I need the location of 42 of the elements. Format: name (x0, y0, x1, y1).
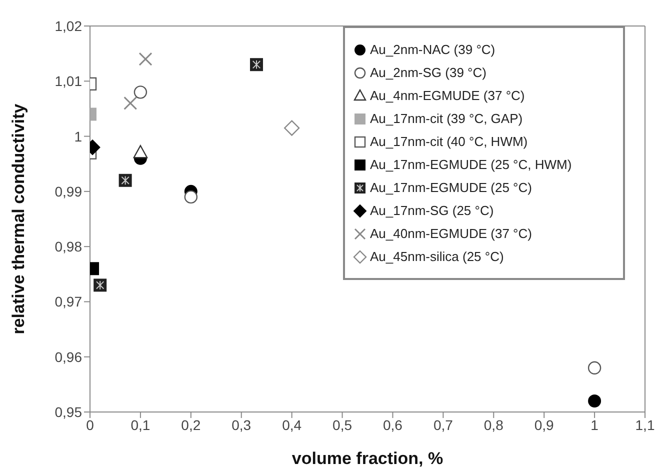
point (124, 96, 138, 110)
x-tick-label: 0,7 (433, 416, 454, 433)
x-tick-label: 1 (590, 416, 599, 433)
x-tick-label: 0,8 (484, 416, 504, 433)
point (134, 86, 148, 99)
legend-label: Au_45nm-silica (25 °C) (370, 249, 504, 264)
x-tick-label: 0,9 (534, 416, 554, 433)
x-tick-label: 0,3 (232, 416, 252, 433)
point (284, 120, 300, 136)
legend-label: Au_2nm-NAC (39 °C) (370, 42, 496, 57)
x-tick-label: 0,1 (130, 416, 150, 433)
point (133, 145, 148, 158)
y-tick-label: 0,95 (54, 404, 82, 420)
legend-label: Au_4nm-EGMUDE (37 °C) (370, 88, 525, 103)
legend-label: Au_17nm-cit (39 °C, GAP) (370, 111, 523, 126)
x-tick-label: 0,2 (181, 416, 201, 433)
x-axis-title: volume fraction, % (292, 449, 444, 468)
legend-label: Au_2nm-SG (39 °C) (370, 65, 486, 80)
point (184, 190, 198, 204)
y-tick-label: 1,02 (54, 18, 82, 34)
y-tick-label: 1 (74, 128, 82, 144)
point (138, 52, 152, 66)
x-tick-label: 0,5 (332, 416, 352, 433)
legend-label: Au_17nm-EGMUDE (25 °C) (370, 180, 532, 195)
x-tick-label: 0,4 (282, 416, 302, 433)
y-tick-label: 0,98 (54, 238, 82, 255)
point (94, 278, 107, 292)
y-tick-label: 1,01 (54, 73, 82, 90)
legend-label: Au_17nm-EGMUDE (25 °C, HWM) (370, 157, 572, 172)
legend-label: Au_40nm-EGMUDE (37 °C) (370, 226, 532, 241)
y-tick-label: 0,97 (54, 294, 82, 310)
x-tick-label: 0 (86, 416, 94, 433)
legend-label: Au_17nm-SG (25 °C) (370, 203, 494, 218)
y-tick-label: 0,96 (54, 348, 82, 365)
y-tick-label: 0,99 (54, 183, 82, 200)
legend-label: Au_17nm-cit (40 °C, HWM) (370, 134, 528, 149)
point (588, 361, 602, 374)
point (588, 394, 602, 408)
x-tick-label: 1,1 (635, 416, 655, 433)
point (118, 174, 132, 187)
x-tick-label: 0,6 (382, 416, 403, 433)
y-axis-title: relative thermal conductivity (9, 103, 28, 334)
